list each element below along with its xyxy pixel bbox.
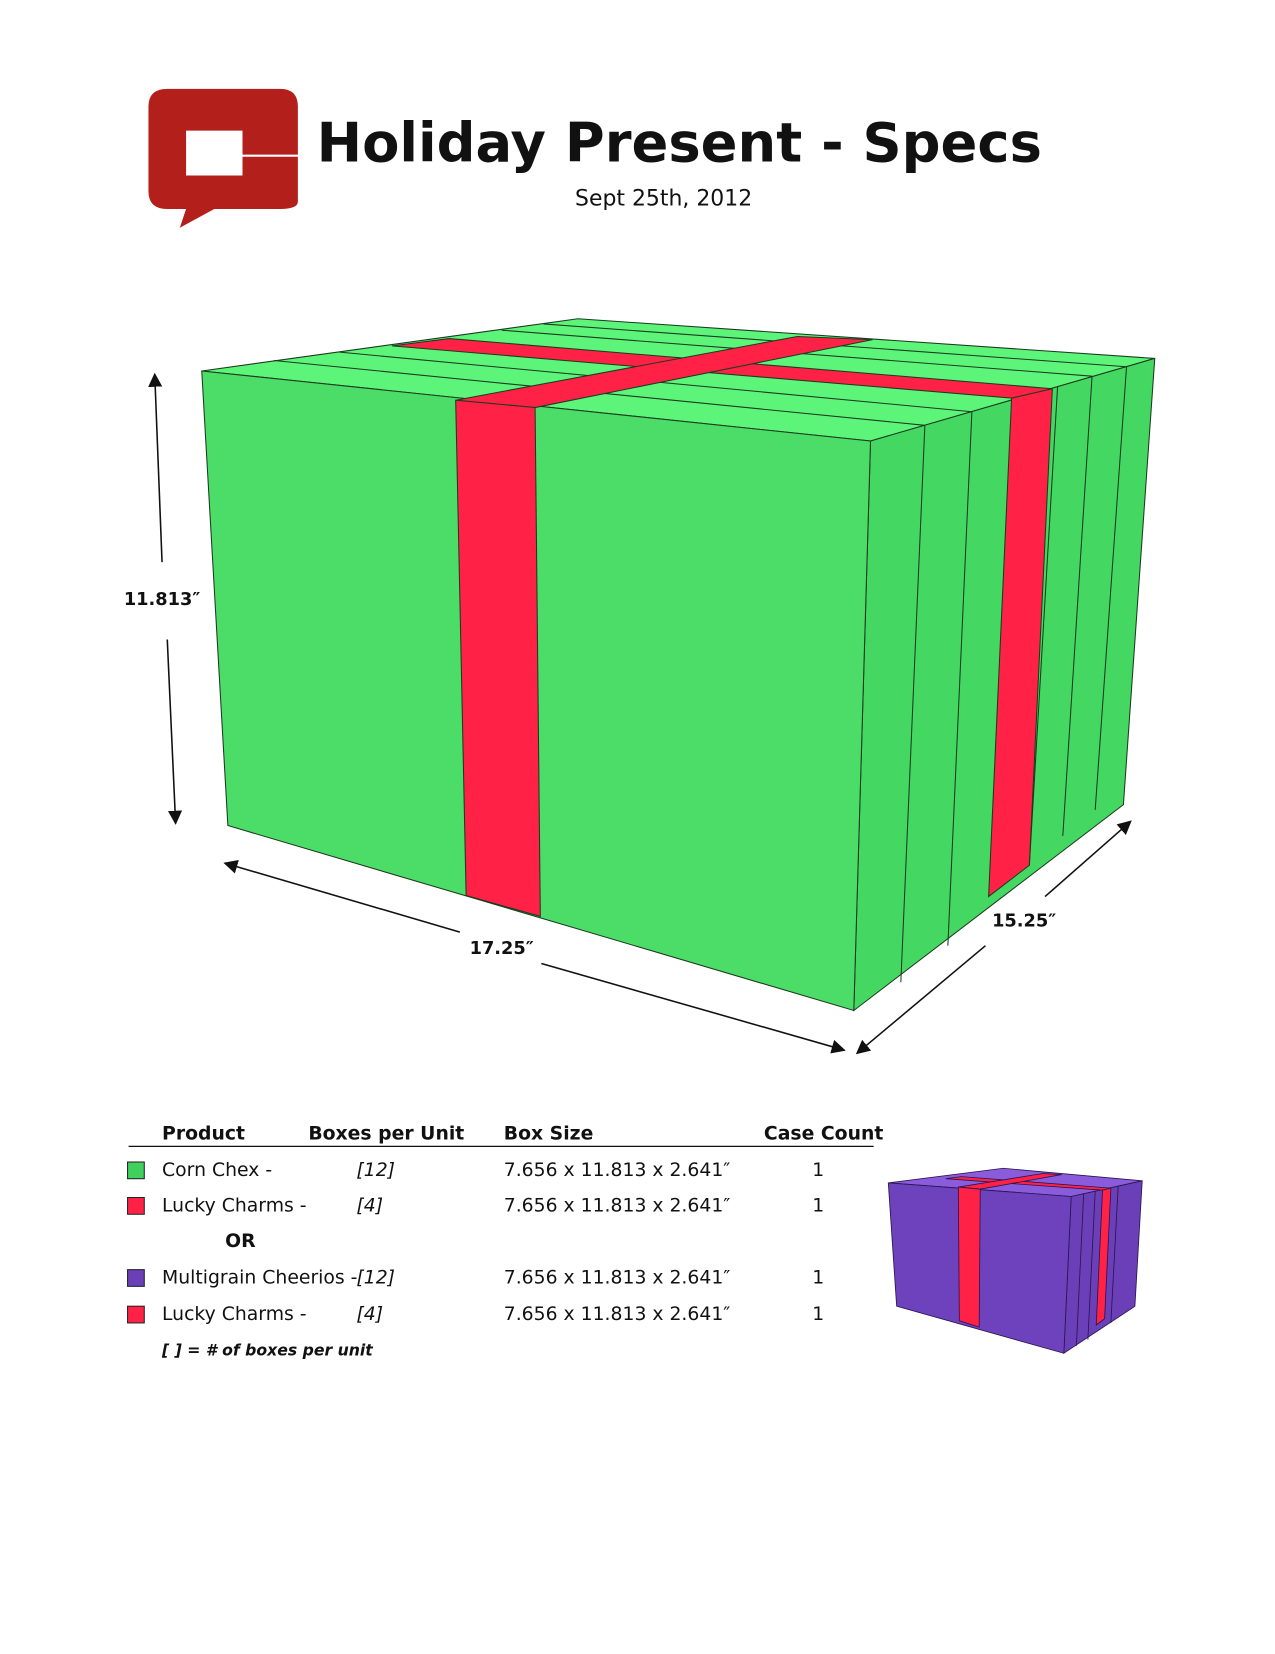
color-swatch (127, 1305, 145, 1324)
title: Holiday Present - Specs (317, 111, 1042, 174)
box-size: 7.656 x 11.813 x 2.641″ (504, 1304, 731, 1325)
dimension-arrows (148, 372, 1132, 1055)
case-count: 1 (812, 1195, 824, 1216)
box-size: 7.656 x 11.813 x 2.641″ (504, 1267, 731, 1288)
separator: OR (225, 1231, 256, 1252)
product: Lucky Charms - (162, 1304, 307, 1325)
color-swatch (127, 1197, 145, 1215)
column-header: Case Count (764, 1123, 883, 1144)
present-illustration (201, 318, 1156, 1012)
logo (148, 88, 298, 228)
boxes-per-unit: [12] (356, 1267, 395, 1288)
box-size: 7.656 x 11.813 x 2.641″ (504, 1195, 731, 1216)
product: Corn Chex - (162, 1160, 272, 1181)
case-count: 1 (812, 1160, 824, 1181)
boxes-per-unit: [4] (356, 1304, 383, 1325)
width-label: 17.25″ (470, 939, 534, 959)
spec-table: Product Boxes per Unit Box Size Case Count C… (127, 1123, 883, 1325)
column-header: Box Size (504, 1123, 594, 1144)
column-header: Product (162, 1123, 245, 1144)
case-count: 1 (812, 1267, 824, 1288)
product: Lucky Charms - (162, 1195, 307, 1216)
product: Multigrain Cheerios - (162, 1267, 357, 1288)
box-size: 7.656 x 11.813 x 2.641″ (504, 1160, 731, 1181)
depth-label: 15.25″ (992, 912, 1056, 932)
date: Sept 25th, 2012 (575, 187, 752, 212)
case-count: 1 (812, 1304, 824, 1325)
color-swatch (127, 1161, 145, 1180)
footnote: [ ] = # of boxes per unit (161, 1341, 373, 1360)
height-label: 11.813″ (124, 590, 200, 610)
boxes-per-unit: [12] (356, 1160, 395, 1181)
boxes-per-unit: [4] (356, 1195, 383, 1216)
color-swatch (127, 1269, 145, 1287)
column-header: Boxes per Unit (308, 1123, 464, 1144)
alt-present-illustration (887, 1167, 1143, 1355)
